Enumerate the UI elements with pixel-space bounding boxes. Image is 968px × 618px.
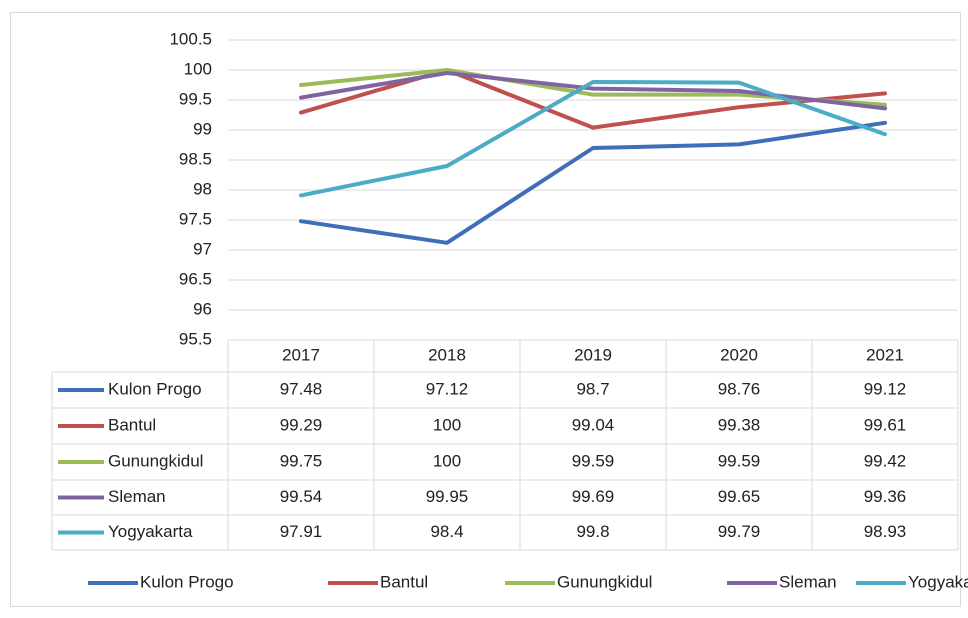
table-cell: 99.75	[280, 451, 323, 470]
table-cell: 99.95	[426, 487, 469, 506]
table-row-label: Kulon Progo	[108, 379, 202, 398]
y-tick-label: 96	[193, 299, 212, 318]
table-row-label: Gunungkidul	[108, 451, 203, 470]
y-tick-label: 97.5	[179, 209, 212, 228]
table-cell: 99.59	[718, 451, 761, 470]
table-cell: 97.48	[280, 379, 323, 398]
series-line	[299, 80, 887, 198]
table-row-label: Bantul	[108, 415, 156, 434]
x-tick-label: 2021	[866, 345, 904, 364]
table-cell: 99.79	[718, 522, 761, 541]
table-cell: 100	[433, 415, 461, 434]
series-line	[299, 68, 887, 130]
table-cell: 98.7	[576, 379, 609, 398]
table-cell: 99.42	[864, 451, 907, 470]
y-tick-label: 97	[193, 239, 212, 258]
legend-label: Sleman	[779, 572, 837, 591]
table-cell: 99.61	[864, 415, 907, 434]
y-tick-label: 100	[184, 59, 212, 78]
table-cell: 99.36	[864, 487, 907, 506]
table-cell: 99.69	[572, 487, 615, 506]
legend-label: Yogyakarta	[908, 572, 968, 591]
y-tick-label: 98.5	[179, 149, 212, 168]
x-tick-label: 2019	[574, 345, 612, 364]
x-tick-label: 2017	[282, 345, 320, 364]
table-cell: 99.54	[280, 487, 323, 506]
table-cell: 98.76	[718, 379, 761, 398]
series-line	[299, 71, 887, 111]
x-tick-label: 2018	[428, 345, 466, 364]
x-tick-label: 2020	[720, 345, 758, 364]
y-tick-label: 98	[193, 179, 212, 198]
legend-label: Gunungkidul	[557, 572, 652, 591]
y-tick-label: 96.5	[179, 269, 212, 288]
table-cell: 99.8	[576, 522, 609, 541]
table-cell: 98.93	[864, 522, 907, 541]
y-tick-label: 99	[193, 119, 212, 138]
table-row-label: Yogyakarta	[108, 522, 193, 541]
table-cell: 99.65	[718, 487, 761, 506]
series-line	[299, 120, 887, 245]
table-row-label: Sleman	[108, 487, 166, 506]
table-cell: 97.91	[280, 522, 323, 541]
table-cell: 100	[433, 451, 461, 470]
legend-label: Kulon Progo	[140, 572, 234, 591]
table-cell: 97.12	[426, 379, 469, 398]
y-tick-label: 99.5	[179, 89, 212, 108]
table-cell: 99.59	[572, 451, 615, 470]
table-cell: 99.38	[718, 415, 761, 434]
y-tick-label: 100.5	[169, 29, 212, 48]
table-cell: 99.04	[572, 415, 615, 434]
legend-label: Bantul	[380, 572, 428, 591]
table-cell: 99.29	[280, 415, 323, 434]
y-tick-label: 95.5	[179, 329, 212, 348]
table-cell: 98.4	[430, 522, 463, 541]
table-cell: 99.12	[864, 379, 907, 398]
